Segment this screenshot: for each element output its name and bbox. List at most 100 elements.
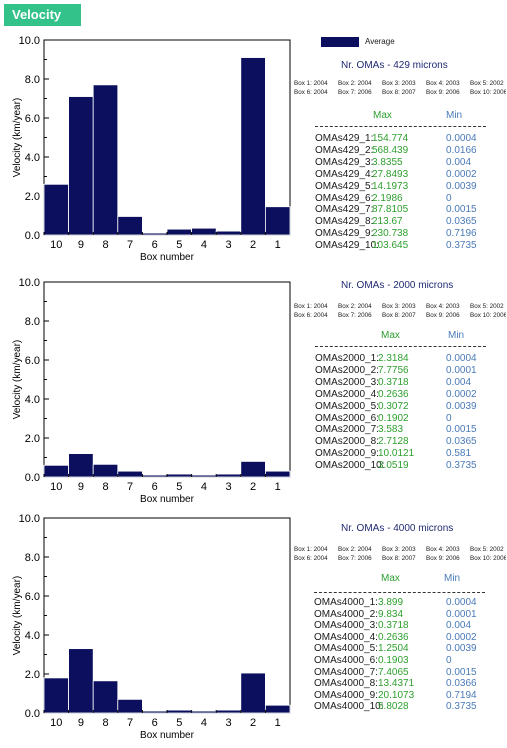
box-year-label: Box 1: 2004 bbox=[294, 303, 328, 310]
y-tick-label: 4.0 bbox=[25, 630, 40, 642]
box-year-label: Box 10: 2006 bbox=[470, 555, 506, 562]
x-tick-label: 2 bbox=[250, 481, 256, 493]
table-row: OMAs429_5: 14.1973 0.0039 bbox=[315, 181, 495, 193]
x-tick-label: 7 bbox=[127, 717, 133, 729]
x-tick-label: 9 bbox=[78, 717, 84, 729]
row-min: 0 bbox=[446, 412, 452, 424]
row-max: 3.0519 bbox=[378, 460, 409, 472]
row-max: 3.583 bbox=[378, 424, 404, 436]
chart-legend: Average bbox=[321, 37, 395, 47]
bar-box-7 bbox=[117, 698, 143, 714]
box-year-label: Box 7: 2006 bbox=[338, 555, 372, 562]
row-name: OMAs4000_8: bbox=[314, 678, 378, 690]
row-max: 7.4065 bbox=[378, 666, 409, 678]
box-year-label: Box 8: 2007 bbox=[382, 312, 416, 319]
box-year-label: Box 9: 2006 bbox=[426, 312, 460, 319]
row-min: 0.0015 bbox=[446, 204, 477, 216]
row-min: 0.0365 bbox=[446, 216, 477, 228]
box-year-label: Box 4: 2003 bbox=[426, 80, 460, 87]
x-tick-label: 6 bbox=[152, 239, 158, 251]
row-name: OMAs429_9: bbox=[315, 228, 374, 240]
table-row: OMAs4000_8: 13.4371 0.0366 bbox=[314, 678, 494, 690]
row-max: 0.1902 bbox=[378, 412, 409, 424]
x-tick-label: 7 bbox=[127, 481, 133, 493]
row-min: 0.7194 bbox=[446, 689, 477, 701]
box-year-label: Box 2: 2004 bbox=[338, 546, 372, 553]
table-row: OMAs429_2: 568.439 0.0166 bbox=[315, 145, 495, 157]
velocity-chart-4000: 0.0 2.0 4.0 6.0 8.0 10.0 10 9 8 7 6 5 4 3 2 1 Box number… bbox=[12, 513, 291, 741]
row-max: 2.1986 bbox=[372, 192, 403, 204]
row-min: 0.0002 bbox=[446, 631, 477, 643]
x-tick-label: 1 bbox=[275, 239, 281, 251]
x-tick-label: 8 bbox=[102, 717, 108, 729]
bar-box-9 bbox=[68, 648, 94, 714]
row-min: 0.0039 bbox=[446, 643, 477, 655]
table-rule bbox=[314, 592, 485, 593]
table-row: OMAs4000_10: 5.8028 0.3735 bbox=[314, 701, 494, 713]
y-tick-label: 6.0 bbox=[25, 591, 40, 603]
bar-box-10 bbox=[43, 183, 70, 236]
y-tick-label: 0.0 bbox=[25, 230, 40, 242]
row-max: 87.8105 bbox=[372, 204, 409, 216]
row-min: 0.3735 bbox=[446, 240, 477, 252]
x-tick-label: 10 bbox=[50, 239, 62, 251]
y-tick-label: 2.0 bbox=[25, 669, 40, 681]
row-max: 20.1073 bbox=[378, 689, 415, 701]
bar-box-5 bbox=[166, 228, 193, 236]
bar-box-1 bbox=[264, 206, 291, 236]
box-year-label: Box 6: 2004 bbox=[294, 312, 328, 319]
bar-box-8 bbox=[92, 463, 119, 478]
row-name: OMAs4000_4: bbox=[314, 631, 378, 643]
y-tick-label: 6.0 bbox=[25, 113, 40, 125]
box-year-label: Box 4: 2003 bbox=[426, 303, 460, 310]
row-min: 0.0004 bbox=[446, 133, 477, 144]
y-tick-label: 10.0 bbox=[19, 513, 40, 525]
y-tick-label: 2.0 bbox=[25, 433, 40, 445]
box-year-label: Box 6: 2004 bbox=[294, 555, 328, 562]
row-max: 3.8355 bbox=[372, 156, 403, 168]
x-tick-label: 6 bbox=[152, 717, 158, 729]
max-header: Max bbox=[381, 330, 400, 341]
row-min: 0.0366 bbox=[446, 678, 477, 690]
plot-frame bbox=[43, 281, 291, 478]
table-row: OMAs429_9: 230.738 0.7196 bbox=[315, 228, 495, 240]
row-name: OMAs4000_5: bbox=[314, 643, 378, 655]
bar-box-5 bbox=[166, 709, 193, 714]
bar-box-9 bbox=[68, 96, 94, 236]
bar-box-4 bbox=[191, 227, 217, 236]
row-name: OMAs4000_10: bbox=[314, 701, 384, 713]
box-year-label: Box 10: 2006 bbox=[470, 312, 506, 319]
row-max: 2.3184 bbox=[378, 353, 409, 364]
row-max: 568.439 bbox=[372, 144, 409, 156]
table-row: OMAs429_4: 27.8493 0.0002 bbox=[315, 169, 495, 181]
box-years: Box 1: 2004 Box 2: 2004 Box 3: 2003 Box 4: … bbox=[294, 546, 506, 564]
row-max: 7.7756 bbox=[378, 364, 409, 376]
bar-box-3 bbox=[215, 709, 242, 714]
row-min: 0.0002 bbox=[446, 168, 477, 180]
x-tick-label: 3 bbox=[225, 717, 231, 729]
velocity-tab[interactable]: Velocity bbox=[4, 4, 81, 26]
x-axis-label: Box number bbox=[140, 494, 195, 505]
box-year-label: Box 9: 2006 bbox=[426, 555, 460, 562]
row-min: 0.004 bbox=[446, 620, 472, 632]
row-min: 0.0004 bbox=[446, 597, 477, 608]
table-row: OMAs4000_5: 1.2504 0.0039 bbox=[314, 643, 494, 655]
row-name: OMAs429_8: bbox=[315, 216, 374, 228]
row-name: OMAs4000_2: bbox=[314, 608, 378, 620]
row-min: 0.004 bbox=[446, 156, 472, 168]
table-row: OMAs2000_9: 10.0121 0.581 bbox=[315, 448, 495, 460]
row-max: 213.67 bbox=[372, 216, 403, 228]
box-year-label: Box 8: 2007 bbox=[382, 555, 416, 562]
bar-box-10 bbox=[43, 464, 70, 478]
row-max: 103.645 bbox=[372, 240, 409, 252]
box-years: Box 1: 2004 Box 2: 2004 Box 3: 2003 Box 4: … bbox=[294, 303, 506, 321]
y-tick-label: 10.0 bbox=[19, 35, 40, 47]
bar-box-10 bbox=[43, 677, 70, 714]
x-tick-label: 5 bbox=[176, 717, 182, 729]
box-year-label: Box 5: 2002 bbox=[470, 80, 504, 87]
row-max: 27.8493 bbox=[372, 168, 409, 180]
y-tick-label: 6.0 bbox=[25, 355, 40, 367]
table-row: OMAs2000_3: 0.3718 0.004 bbox=[315, 377, 495, 389]
row-name: OMAs429_7: bbox=[315, 204, 374, 216]
box-year-label: Box 3: 2003 bbox=[382, 303, 416, 310]
